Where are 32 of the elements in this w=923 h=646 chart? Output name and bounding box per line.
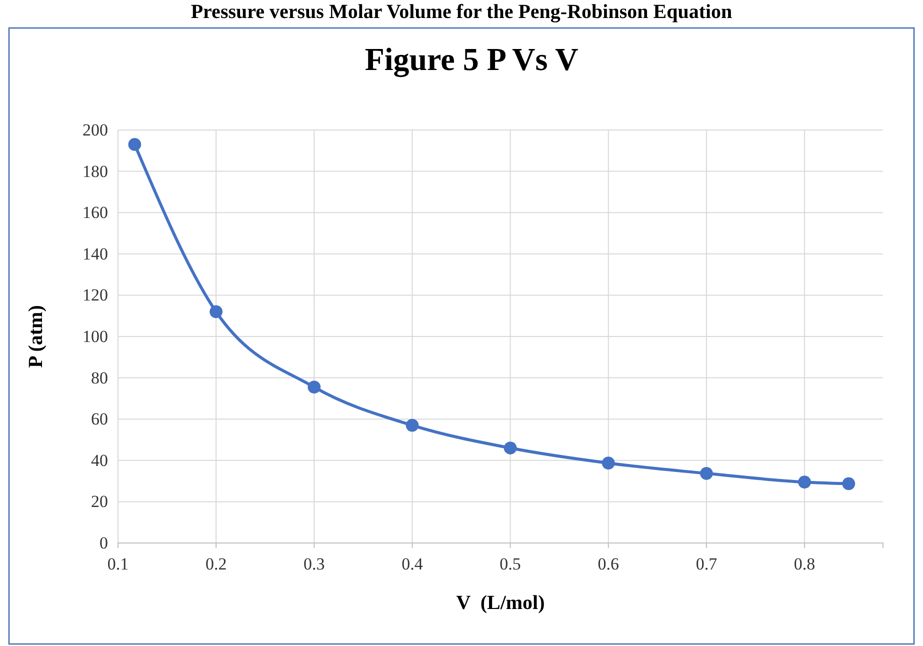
- x-tick-label: 0.6: [598, 554, 620, 574]
- x-tick-label: 0.7: [696, 554, 718, 574]
- chart-title: Figure 5 P Vs V: [364, 41, 578, 78]
- text: Pressure versus Molar Volume for the Peng-Robinson Equation: [190, 1, 732, 23]
- point: [602, 456, 615, 470]
- y-tick-label: 180: [82, 162, 108, 181]
- point: [128, 138, 142, 151]
- point: [504, 442, 517, 454]
- y-tick-label: 140: [82, 244, 108, 264]
- point: [798, 476, 811, 489]
- y-tick-label: 60: [91, 410, 108, 429]
- y-tick-label: 100: [82, 326, 108, 346]
- y-tick-label: 120: [82, 286, 108, 305]
- point: [842, 477, 856, 490]
- x-tick-label: 0.3: [304, 554, 325, 574]
- x-axis-title: V (L/mol): [456, 592, 545, 614]
- point: [406, 418, 419, 432]
- point: [308, 380, 321, 394]
- y-tick-label: 20: [91, 492, 108, 512]
- y-tick-label: 40: [91, 450, 108, 470]
- y-tick-label: 80: [91, 368, 108, 388]
- x-tick-label: 0.1: [107, 554, 129, 574]
- point: [210, 305, 223, 318]
- x-tick-label: 0.2: [205, 554, 227, 574]
- y-tick-label: 0: [100, 533, 108, 552]
- point: [700, 466, 713, 480]
- y-tick-label: 200: [82, 120, 108, 140]
- x-tick-label: 0.8: [794, 554, 816, 574]
- y-tick-label: 160: [82, 203, 108, 222]
- x-tick-label: 0.5: [500, 554, 521, 574]
- x-tick-label: 0.4: [402, 554, 424, 574]
- y-axis-title: P (atm): [25, 305, 47, 368]
